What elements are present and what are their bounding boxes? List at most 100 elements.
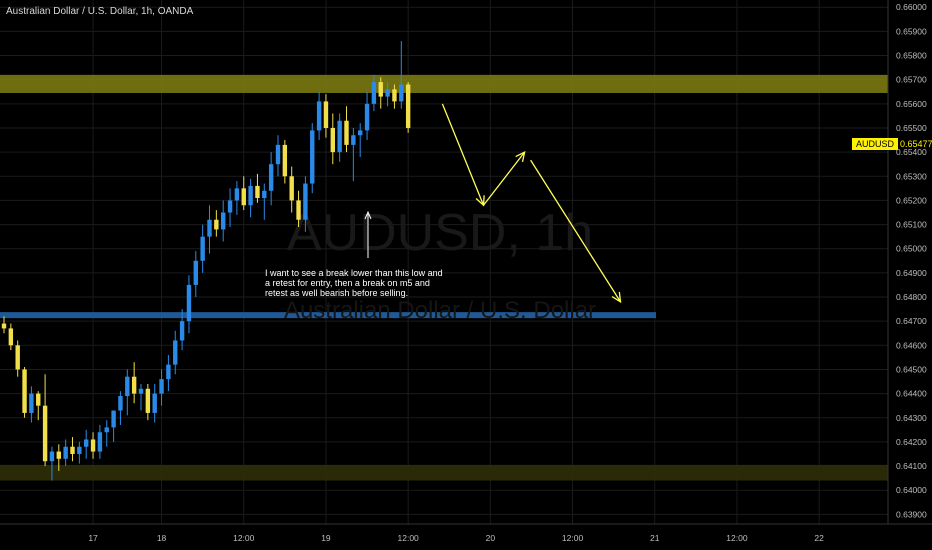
time-tick-label: 12:00 — [233, 533, 255, 543]
candle-body — [282, 144, 288, 177]
candle-body — [303, 183, 308, 220]
candle-body — [344, 120, 349, 145]
price-tick-label: 0.64600 — [896, 340, 927, 350]
last-price-symbol: AUDUSD — [852, 137, 899, 150]
support-line — [0, 312, 656, 319]
candle-body — [36, 393, 41, 406]
candle-body — [255, 185, 260, 199]
candle-body — [330, 127, 335, 153]
projection-segment — [530, 159, 622, 303]
candle-body — [323, 101, 329, 128]
last-price-value: 0.65477 — [900, 138, 932, 149]
candle-body — [22, 369, 27, 413]
time-tick-label: 12:00 — [726, 533, 748, 543]
price-tick-label: 0.64200 — [896, 437, 927, 447]
candle-body — [275, 144, 281, 165]
candle-body — [166, 364, 171, 380]
candle-body — [358, 130, 363, 136]
candle-body — [173, 340, 178, 365]
price-tick-label: 0.64000 — [896, 485, 927, 495]
price-zones — [0, 74, 888, 481]
candle-body — [289, 176, 294, 201]
candle-body — [378, 82, 383, 97]
projection-arrowhead — [515, 150, 526, 163]
candle-body — [392, 89, 397, 102]
candle-body — [193, 260, 198, 285]
price-tick-label: 0.65800 — [896, 51, 927, 61]
candle-body — [234, 188, 240, 201]
price-tick-label: 0.65100 — [896, 220, 927, 230]
projection-segment — [482, 151, 526, 206]
candle-body — [70, 446, 75, 454]
candle-body — [131, 376, 137, 394]
candle-body — [56, 451, 61, 459]
price-tick-label: 0.65900 — [896, 26, 927, 36]
resistance-zone — [0, 74, 888, 93]
candle-body — [152, 393, 157, 413]
candle-body — [8, 328, 14, 346]
candle-body — [63, 446, 68, 459]
candle-body — [221, 212, 226, 230]
price-tick-label: 0.65700 — [896, 75, 927, 85]
candle-body — [111, 410, 116, 428]
candle-body — [207, 219, 212, 237]
candle-body — [241, 188, 246, 206]
price-tick-label: 0.65300 — [896, 171, 927, 181]
price-tick-label: 0.66000 — [896, 2, 927, 12]
candle-body — [248, 185, 253, 206]
candle-body — [186, 284, 192, 322]
candles — [1, 41, 411, 481]
time-tick-label: 22 — [814, 533, 824, 543]
candle-body — [405, 84, 411, 128]
time-tick-label: 12:00 — [398, 533, 420, 543]
candle-body — [159, 379, 164, 394]
candle-body — [310, 130, 315, 184]
candle-body — [316, 101, 322, 131]
candle-body — [90, 439, 96, 452]
candle-body — [77, 446, 82, 454]
candle-body — [351, 135, 356, 145]
candle-body — [84, 439, 89, 447]
candle-body — [118, 396, 123, 411]
price-tick-label: 0.65600 — [896, 99, 927, 109]
price-tick-label: 0.65500 — [896, 123, 927, 133]
candle-body — [200, 236, 205, 261]
time-axis[interactable]: 17 18 12:00 19 12:00 20 12:00 21 12:00 22 — [88, 533, 824, 543]
candle-body — [371, 82, 377, 104]
annotation-line-2: a retest for entry, then a break on m5 a… — [265, 278, 430, 288]
chart-title: Australian Dollar / U.S. Dollar, 1h, OAN… — [6, 6, 194, 17]
time-tick-label: 21 — [650, 533, 660, 543]
price-tick-label: 0.64100 — [896, 461, 927, 471]
price-axis[interactable]: 0.66000 0.65900 0.65800 0.65700 0.65600 0.655… — [896, 2, 927, 519]
support-zone — [0, 464, 888, 481]
note-pointer-arrowhead — [364, 210, 372, 220]
candle-body — [125, 376, 130, 397]
watermark-name: Australian Dollar / U.S. Dollar — [284, 297, 596, 324]
price-tick-label: 0.64700 — [896, 316, 927, 326]
candle-body — [15, 345, 20, 370]
last-price-tag: AUDUSD 0.65477 — [852, 136, 932, 151]
price-tick-label: 0.64800 — [896, 292, 927, 302]
time-tick-label: 18 — [157, 533, 167, 543]
price-tick-label: 0.64900 — [896, 268, 927, 278]
price-tick-label: 0.65400 — [896, 147, 927, 157]
price-tick-label: 0.64500 — [896, 364, 927, 374]
annotation-line-1: I want to see a break lower than this lo… — [265, 268, 443, 278]
price-tick-label: 0.63900 — [896, 509, 927, 519]
candle-body — [227, 200, 233, 213]
candle-body — [179, 321, 185, 341]
candle-body — [268, 164, 274, 191]
time-tick-label: 12:00 — [562, 533, 584, 543]
candle-body — [337, 120, 342, 153]
projection-arrows — [441, 103, 622, 304]
time-tick-label: 17 — [88, 533, 98, 543]
time-tick-label: 19 — [321, 533, 331, 543]
price-tick-label: 0.65200 — [896, 195, 927, 205]
candle-body — [364, 103, 370, 131]
candle-body — [1, 323, 7, 329]
time-tick-label: 20 — [486, 533, 496, 543]
watermark-symbol: AUDUSD, 1h — [287, 204, 593, 262]
drawings: I want to see a break lower than this lo… — [265, 103, 622, 304]
candle-body — [42, 405, 48, 462]
